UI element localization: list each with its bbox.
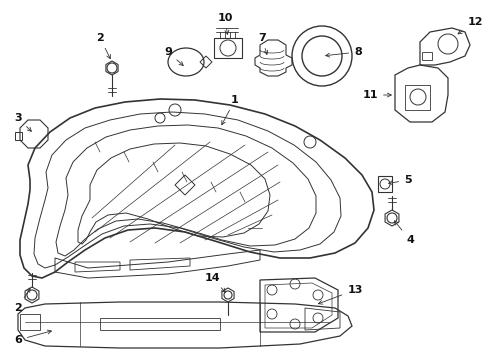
Text: 8: 8 <box>325 47 361 57</box>
Text: 2: 2 <box>96 33 110 59</box>
Text: 2: 2 <box>14 288 30 313</box>
Text: 6: 6 <box>14 330 51 345</box>
Text: 5: 5 <box>388 175 411 185</box>
Text: 14: 14 <box>204 273 225 292</box>
Text: 10: 10 <box>217 13 232 34</box>
Text: 9: 9 <box>164 47 183 66</box>
Text: 3: 3 <box>14 113 31 131</box>
Text: 11: 11 <box>362 90 390 100</box>
Text: 13: 13 <box>318 285 362 304</box>
Text: 7: 7 <box>258 33 267 54</box>
Text: 1: 1 <box>221 95 238 125</box>
Text: 4: 4 <box>393 221 413 245</box>
Text: 12: 12 <box>457 17 482 34</box>
